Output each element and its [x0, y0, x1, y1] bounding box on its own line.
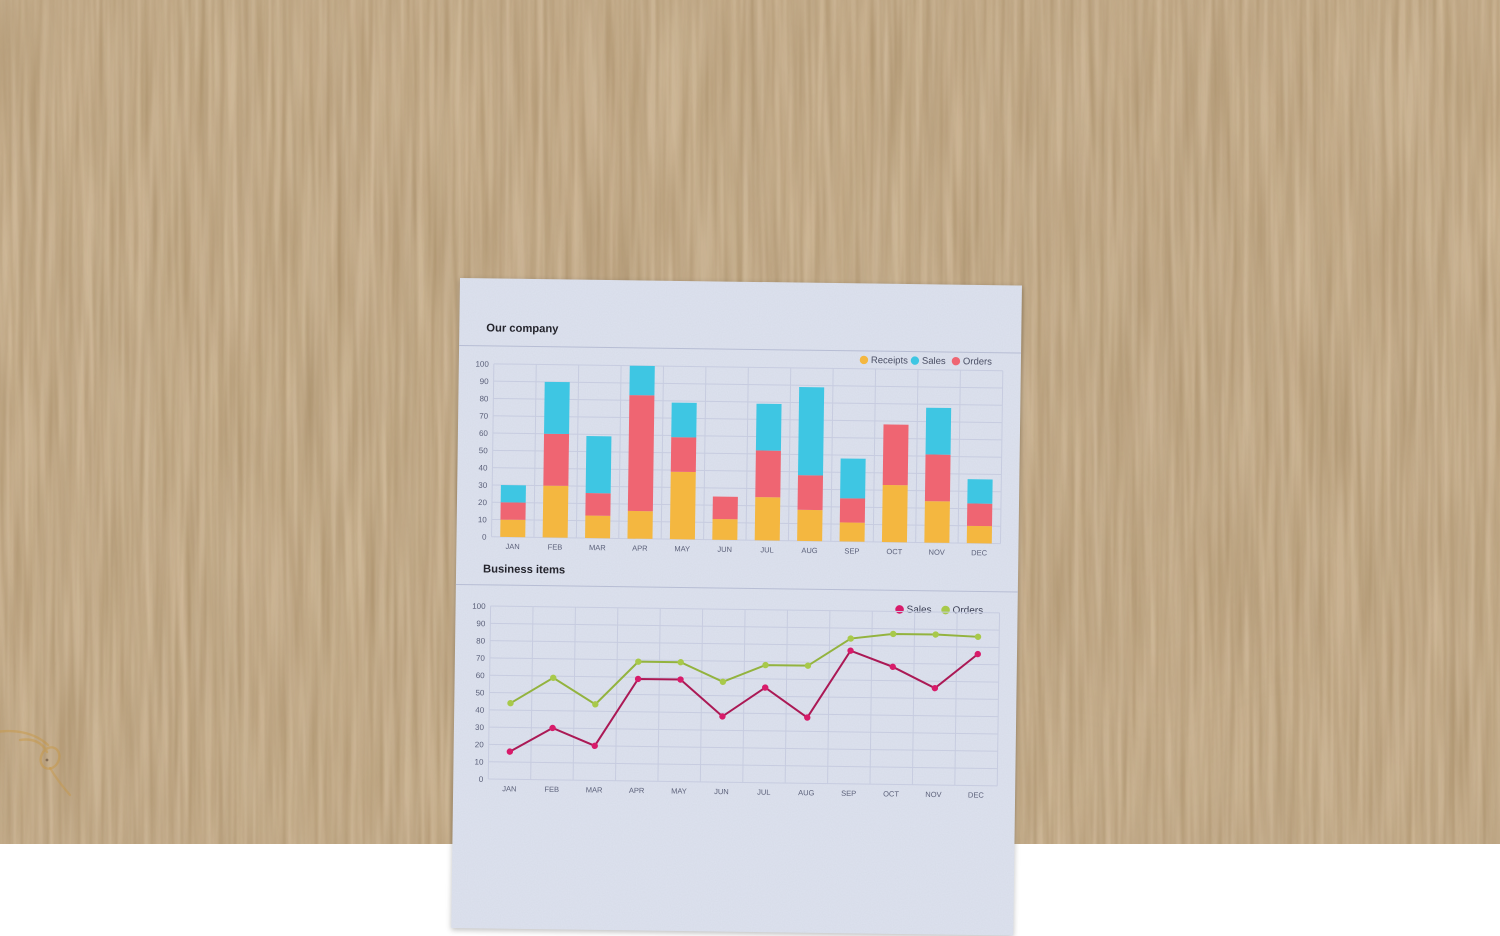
svg-text:80: 80	[476, 636, 486, 645]
svg-text:Sales: Sales	[907, 605, 932, 616]
svg-text:Receipts: Receipts	[871, 355, 908, 366]
svg-text:50: 50	[479, 446, 489, 455]
svg-text:OCT: OCT	[883, 789, 899, 798]
svg-text:MAR: MAR	[586, 785, 603, 794]
svg-text:40: 40	[478, 463, 488, 472]
svg-text:DEC: DEC	[968, 790, 985, 799]
svg-text:APR: APR	[629, 786, 645, 795]
svg-text:100: 100	[475, 360, 489, 369]
svg-text:JUL: JUL	[757, 788, 770, 797]
svg-text:JUN: JUN	[714, 787, 729, 796]
svg-text:NOV: NOV	[925, 790, 941, 799]
svg-text:20: 20	[475, 740, 485, 749]
svg-text:10: 10	[478, 515, 488, 524]
svg-text:30: 30	[478, 481, 488, 490]
svg-text:70: 70	[476, 654, 486, 663]
svg-text:60: 60	[479, 429, 489, 438]
svg-text:30: 30	[475, 723, 485, 732]
svg-text:MAY: MAY	[671, 786, 687, 795]
svg-text:50: 50	[475, 688, 485, 697]
svg-text:70: 70	[479, 412, 489, 421]
svg-text:FEB: FEB	[544, 785, 559, 794]
svg-text:90: 90	[480, 377, 490, 386]
svg-text:AUG: AUG	[798, 788, 815, 797]
svg-text:10: 10	[475, 758, 485, 767]
svg-text:60: 60	[476, 671, 486, 680]
svg-text:20: 20	[478, 498, 488, 507]
svg-text:0: 0	[479, 775, 484, 784]
svg-text:90: 90	[476, 619, 486, 628]
svg-text:80: 80	[479, 394, 489, 403]
svg-text:SEP: SEP	[841, 789, 856, 798]
svg-text:Sales: Sales	[922, 356, 946, 367]
svg-text:100: 100	[472, 602, 486, 611]
svg-text:JAN: JAN	[502, 784, 516, 793]
svg-text:40: 40	[475, 706, 485, 715]
svg-text:Orders: Orders	[963, 356, 992, 367]
